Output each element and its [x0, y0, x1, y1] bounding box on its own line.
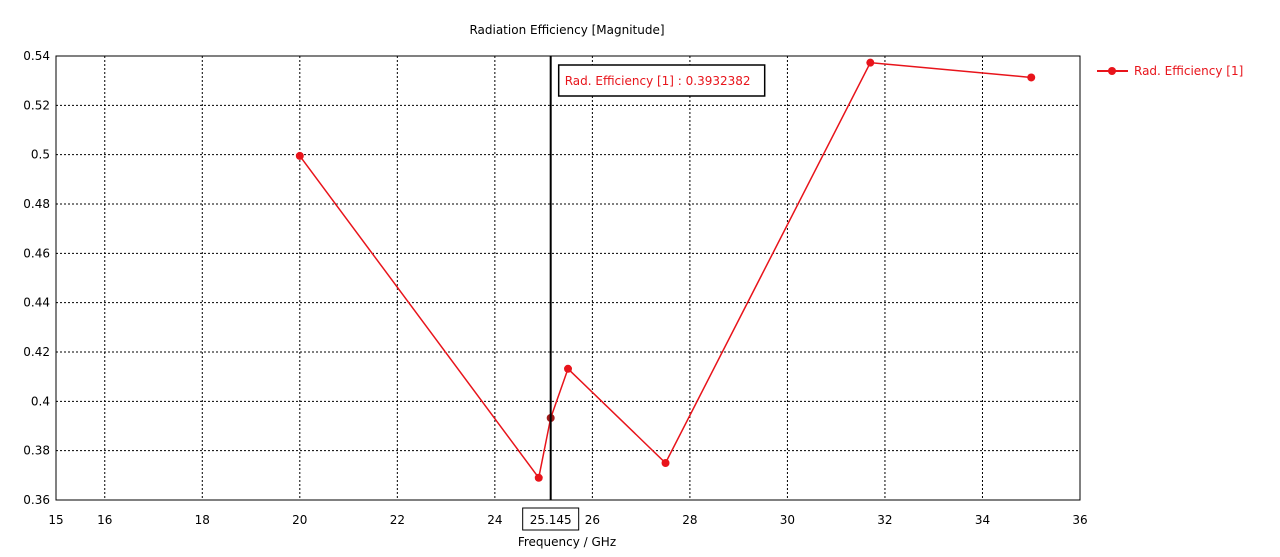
x-tick-label: 24	[487, 513, 502, 527]
y-tick-label: 0.4	[31, 394, 50, 408]
marker-label-box	[557, 64, 766, 97]
marker-x-value: 25.145	[530, 513, 572, 527]
x-tick-label: 15	[48, 513, 63, 527]
y-tick-label: 0.36	[23, 493, 50, 507]
data-point	[534, 473, 543, 482]
marker-x-value-box	[522, 507, 580, 531]
x-tick-label: 20	[292, 513, 307, 527]
x-tick-label: 30	[780, 513, 795, 527]
marker-group[interactable]: Rad. Efficiency [1] : 0.3932382 25.145	[522, 56, 766, 531]
data-point	[1027, 73, 1036, 82]
series-group	[295, 58, 1036, 482]
y-tick-label: 0.46	[23, 246, 50, 260]
data-point	[661, 459, 670, 467]
x-tick-label: 28	[682, 513, 697, 527]
x-tick-label: 18	[195, 513, 210, 527]
x-tick-label: 26	[585, 513, 600, 527]
data-point	[866, 58, 875, 67]
plot-area	[55, 55, 1081, 501]
y-tick-label: 0.52	[23, 98, 50, 112]
x-axis-label: Frequency / GHz	[518, 535, 616, 549]
x-tick-label: 34	[975, 513, 990, 527]
y-tick-label: 0.5	[31, 148, 50, 162]
y-tick-label: 0.44	[23, 296, 50, 310]
y-tick-label: 0.38	[23, 444, 50, 458]
chart-title: Radiation Efficiency [Magnitude]	[469, 23, 664, 37]
legend-swatch-marker	[1108, 67, 1116, 75]
x-tick-label: 16	[97, 513, 112, 527]
y-tick-label: 0.54	[23, 49, 50, 63]
data-point	[564, 364, 572, 373]
y-tick-label: 0.48	[23, 197, 50, 211]
legend[interactable]: Rad. Efficiency [1]	[1097, 64, 1243, 78]
data-point	[295, 151, 304, 160]
x-tick-label: 36	[1072, 513, 1087, 527]
grid-lines	[56, 56, 1080, 500]
x-tick-label: 32	[877, 513, 892, 527]
axis-ticks: 15 16 18 20 22 24 26 28 30 32 34 36 0.36 0.38 0.4 0.42 0…	[23, 49, 1087, 527]
marker-label-text: Rad. Efficiency [1] : 0.3932382	[565, 74, 751, 88]
legend-label: Rad. Efficiency [1]	[1134, 64, 1243, 78]
x-tick-label: 22	[390, 513, 405, 527]
y-tick-label: 0.42	[23, 345, 50, 359]
